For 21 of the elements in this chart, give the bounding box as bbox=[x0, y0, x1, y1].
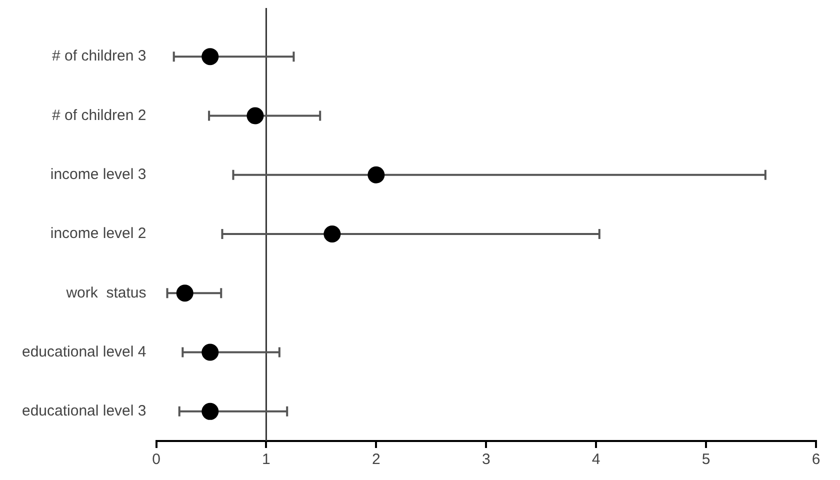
point bbox=[202, 48, 219, 66]
y-tick-label: # of children 3 bbox=[52, 48, 146, 65]
x-tick-label: 2 bbox=[372, 451, 380, 468]
y-tick-label: income level 3 bbox=[50, 166, 146, 183]
point bbox=[176, 284, 194, 302]
x-tick-label: 1 bbox=[262, 451, 270, 468]
x-tick-label: 6 bbox=[812, 451, 820, 468]
y-tick-label: educational level 4 bbox=[22, 343, 146, 360]
y-tick-label: income level 2 bbox=[50, 225, 146, 242]
y-tick-label: work status bbox=[65, 284, 146, 302]
point bbox=[202, 402, 219, 420]
point bbox=[246, 107, 264, 124]
y-tick-label: # of children 2 bbox=[52, 106, 146, 124]
x-tick-label: 4 bbox=[592, 451, 600, 468]
x-tick-label: 0 bbox=[152, 451, 160, 468]
y-tick-label: educational level 3 bbox=[22, 402, 146, 420]
point bbox=[324, 226, 341, 242]
point bbox=[202, 344, 219, 361]
x-tick-label: 5 bbox=[702, 451, 710, 468]
x-tick-label: 3 bbox=[482, 451, 490, 468]
point bbox=[368, 166, 385, 184]
